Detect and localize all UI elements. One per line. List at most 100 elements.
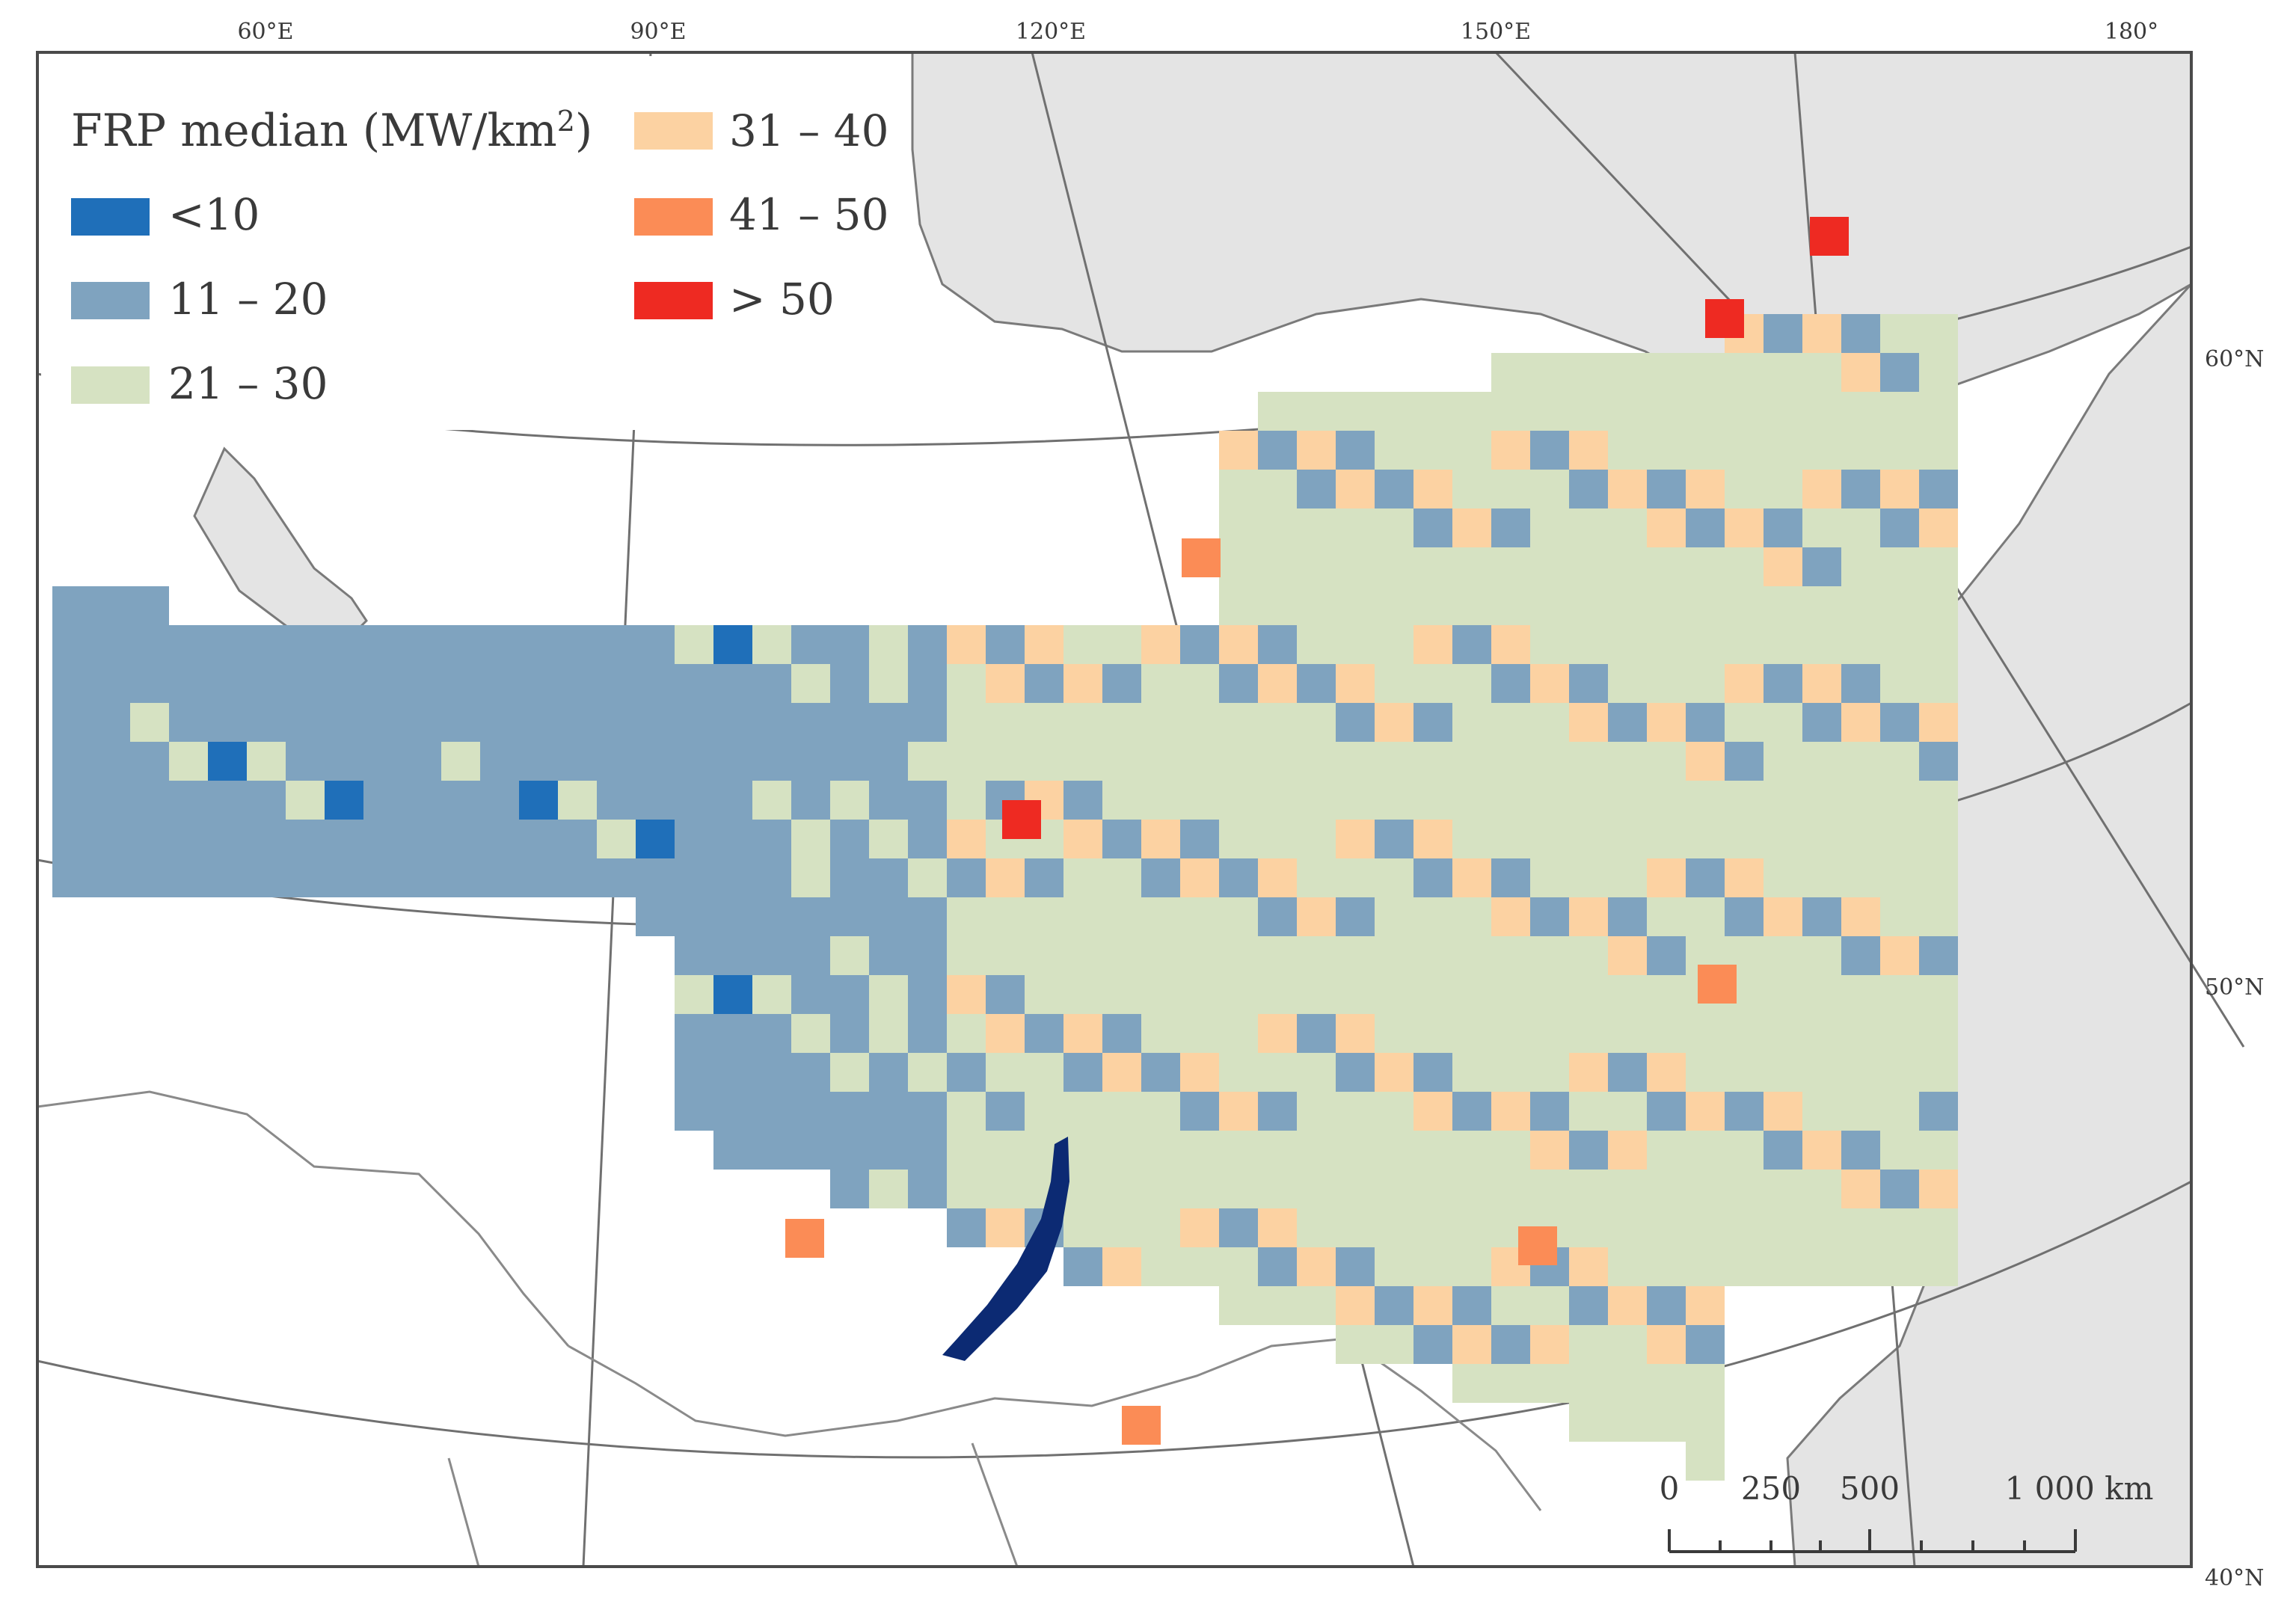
scale-label-500: 500 [1840,1470,1900,1507]
frp-cell [869,820,908,858]
frp-cell [1608,975,1647,1014]
frp-cell [1063,858,1102,897]
frp-cell [1491,586,1530,625]
frp-cell [1608,820,1647,858]
frp-cell [1686,1364,1725,1403]
frp-cell [1219,897,1258,936]
frp-cell [1375,470,1413,508]
frp-cell [1725,742,1764,781]
frp-cell [1336,1286,1375,1325]
frp-cell [1764,470,1802,508]
frp-cell [1802,431,1841,470]
frp-cell [1219,1208,1258,1247]
frp-cell [1764,781,1802,820]
frp-cell [1530,664,1569,703]
frp-cell [1802,703,1841,742]
frp-cell [1297,470,1336,508]
frp-cell [1180,1208,1219,1247]
frp-cell [908,936,947,975]
frp-cell [1258,470,1297,508]
frp-cell [1452,1014,1491,1053]
frp-cell [1452,431,1491,470]
frp-cell [1647,547,1686,586]
frp-cell [441,664,480,703]
frp-cell [791,936,830,975]
frp-cell [1375,1014,1413,1053]
frp-cell [1452,1170,1491,1208]
frp-cell [947,781,986,820]
frp-cell [1141,858,1180,897]
frp-cell [947,1170,986,1208]
frp-cell [1491,820,1530,858]
frp-cell [1608,1014,1647,1053]
frp-cell [1258,781,1297,820]
frp-cell [1530,508,1569,547]
frp-cell [830,781,869,820]
frp-cell [1063,1014,1102,1053]
frp-cell [1063,781,1102,820]
frp-cell [1725,897,1764,936]
frp-cell [208,625,247,664]
lon-label-60e: 60°E [237,19,293,45]
scale-bar: 0 250 500 1 000 km [1660,1470,2153,1553]
lon-label-90e: 90°E [630,19,686,45]
frp-cell [1491,1131,1530,1170]
frp-cell [1452,508,1491,547]
frp-cell [1297,547,1336,586]
frp-cell [1725,353,1764,392]
frp-cell [1530,703,1569,742]
frp-cell [1841,742,1880,781]
frp-cell [791,820,830,858]
frp-cell [1569,1092,1608,1131]
frp-cell [1569,781,1608,820]
frp-cell [1608,1208,1647,1247]
frp-cell [1569,431,1608,470]
frp-cell [52,703,91,742]
frp-cell [1413,508,1452,547]
frp-cell [986,975,1025,1014]
frp-cell [91,781,130,820]
frp-cell [1802,392,1841,431]
frp-cell [91,820,130,858]
frp-cell [1375,1208,1413,1247]
frp-cell [558,781,597,820]
frp-cell [1725,858,1764,897]
frp-cell [1725,470,1764,508]
frp-cell [519,858,558,897]
frp-cell [752,625,791,664]
frp-cell [169,820,208,858]
frp-cell [286,742,325,781]
frp-cell [1102,1247,1141,1286]
frp-cell [1725,547,1764,586]
frp-cell [1491,1092,1530,1131]
frp-cell [1647,392,1686,431]
frp-cell [1452,1053,1491,1092]
frp-cell [1725,820,1764,858]
frp-cell [1491,1325,1530,1364]
frp-cell [597,625,636,664]
frp-cell [1647,1131,1686,1170]
frp-cell [1297,781,1336,820]
frp-cell [402,858,441,897]
frp-cell-high [1705,299,1744,338]
frp-cell [1452,936,1491,975]
frp-cell [830,897,869,936]
frp-cell [1297,742,1336,781]
frp-cell [713,625,752,664]
frp-cell [1686,820,1725,858]
frp-cell [558,820,597,858]
frp-cell [1802,781,1841,820]
frp-cell [713,742,752,781]
frp-cell [1841,1247,1880,1286]
frp-cell [675,703,713,742]
frp-cell [1647,1325,1686,1364]
legend-label-31-40: 31 – 40 [729,105,888,156]
frp-cell [1141,1247,1180,1286]
frp-cell [1375,742,1413,781]
frp-cell [1919,1247,1958,1286]
frp-cell [1841,353,1880,392]
frp-cell [1764,353,1802,392]
frp-cell [247,664,286,703]
frp-cell [1063,1247,1102,1286]
frp-cell [1141,1208,1180,1247]
